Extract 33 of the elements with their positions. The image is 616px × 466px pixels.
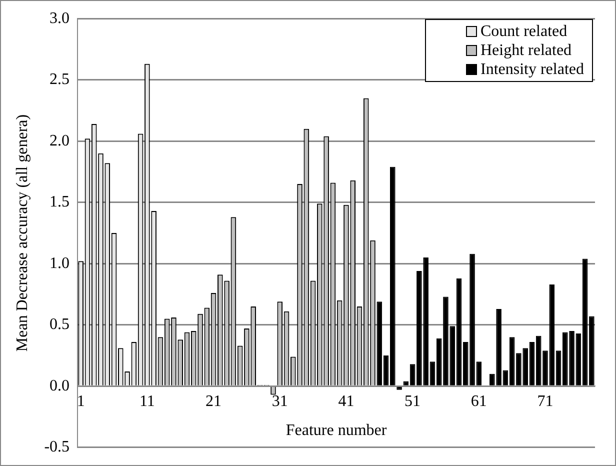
y-axis-title: Mean Decrease accuracy (all genera) — [14, 114, 31, 352]
bar — [496, 308, 502, 386]
y-tick-label: 3.0 — [50, 10, 70, 27]
y-tick-label: 2.0 — [50, 132, 70, 150]
bar — [416, 270, 422, 386]
x-axis-title: Feature number — [286, 422, 388, 440]
bar — [589, 316, 594, 386]
legend-label: Height related — [480, 41, 572, 60]
y-tick-label: 0.0 — [50, 377, 70, 394]
y-tick-label: 2.5 — [50, 71, 70, 88]
y-tick-label: 1.0 — [50, 254, 70, 272]
x-tick-label: 41 — [338, 392, 354, 410]
bar — [522, 348, 528, 386]
x-tick-label: 31 — [272, 392, 288, 410]
bar — [490, 374, 495, 386]
y-tick-label: 0.5 — [50, 316, 70, 334]
bar — [516, 353, 522, 386]
x-tick-label: 21 — [206, 392, 222, 410]
x-tick-label: 51 — [404, 392, 421, 410]
bar — [423, 258, 428, 386]
bar — [476, 362, 482, 386]
bar — [542, 350, 548, 386]
bar — [443, 296, 448, 386]
x-tick-label: 61 — [470, 392, 487, 410]
y-tick-label: 1.5 — [50, 194, 70, 211]
x-tick-label: 1 — [76, 392, 85, 410]
legend-label: Count related — [480, 22, 568, 41]
legend-label: Intensity related — [480, 60, 584, 79]
bar — [470, 254, 475, 386]
bar — [569, 331, 574, 386]
x-tick-label: 71 — [537, 392, 554, 410]
x-tick-label: 11 — [139, 392, 155, 410]
y-tick-label: -0.5 — [44, 438, 70, 456]
